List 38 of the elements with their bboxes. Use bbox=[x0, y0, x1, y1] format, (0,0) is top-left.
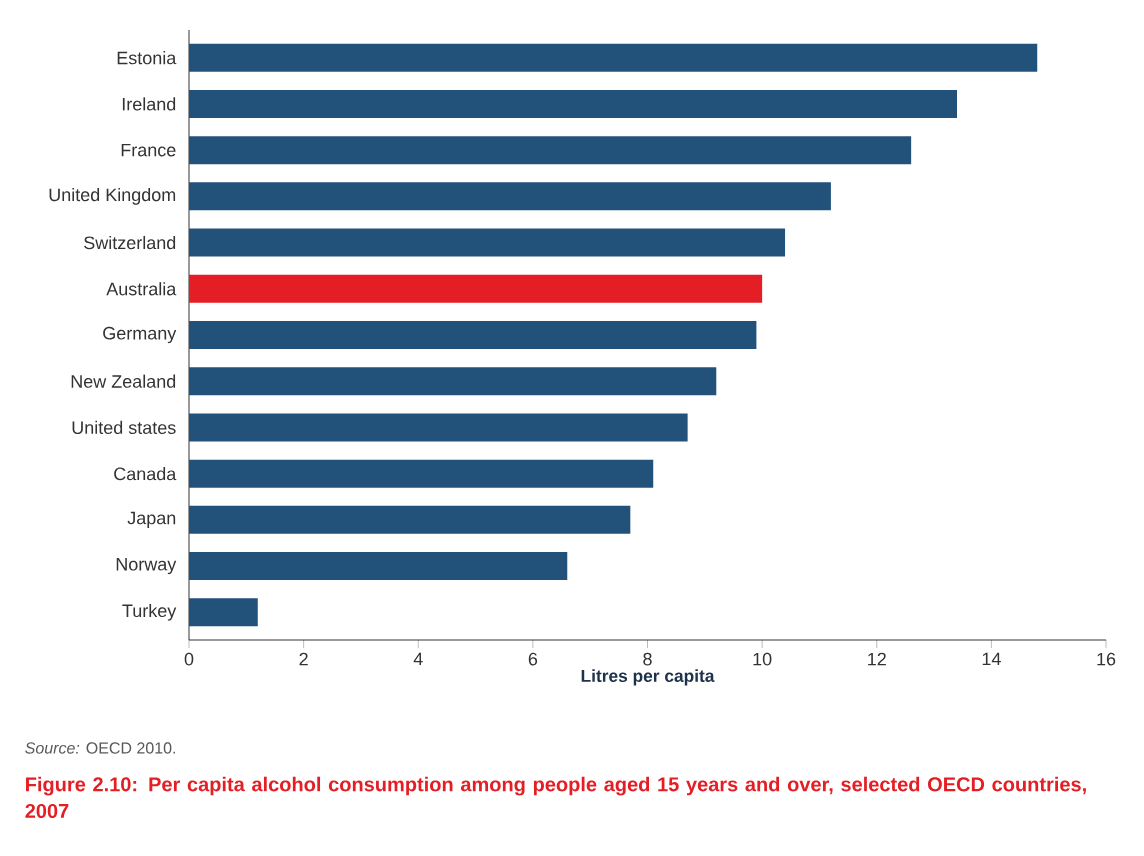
bar bbox=[189, 367, 717, 396]
bar bbox=[189, 459, 654, 488]
y-tick-label: Norway bbox=[116, 558, 177, 575]
y-tick-label: Germany bbox=[103, 326, 177, 344]
bar bbox=[189, 43, 1038, 72]
x-tick-label: 12 bbox=[868, 652, 886, 666]
x-tick-label: 6 bbox=[528, 652, 538, 666]
bar bbox=[189, 413, 688, 442]
x-tick-label: 8 bbox=[643, 652, 652, 666]
bar bbox=[189, 136, 912, 165]
bar bbox=[189, 505, 631, 534]
text: Source: OECD 2010. bbox=[25, 742, 176, 754]
y-tick-label: United states bbox=[72, 420, 176, 435]
bar bbox=[189, 321, 757, 349]
x-tick-label: 16 bbox=[1097, 652, 1116, 666]
y-tick-label: Ireland bbox=[122, 97, 176, 111]
x-tick-label: 10 bbox=[753, 652, 772, 666]
bar bbox=[189, 274, 763, 303]
x-tick-label: 14 bbox=[982, 652, 1001, 666]
bar bbox=[189, 89, 957, 118]
text: Figure 2.10: Per capita alcohol consumption among people aged 15 years and over, selected OECD countries, 2007 bbox=[25, 776, 1086, 819]
y-tick-label: New Zealand bbox=[71, 374, 176, 388]
x-tick-label: 0 bbox=[184, 652, 194, 666]
y-tick-label: Switzerland bbox=[84, 235, 176, 250]
bar bbox=[189, 552, 568, 581]
x-tick-label: 4 bbox=[413, 652, 423, 666]
y-tick-label: Japan bbox=[127, 511, 176, 528]
bar bbox=[189, 228, 786, 257]
y-tick-label: Estonia bbox=[117, 51, 177, 65]
x-tick-label: 2 bbox=[299, 652, 308, 666]
x-axis-title: Litres per capita bbox=[581, 669, 715, 686]
bar bbox=[189, 182, 831, 211]
y-tick-label: France bbox=[121, 143, 176, 157]
y-tick-label: United Kingdom bbox=[49, 187, 176, 205]
y-tick-label: Australia bbox=[106, 282, 177, 296]
bar bbox=[189, 598, 258, 627]
y-tick-label: Turkey bbox=[122, 603, 177, 621]
y-tick-label: Canada bbox=[114, 467, 177, 481]
